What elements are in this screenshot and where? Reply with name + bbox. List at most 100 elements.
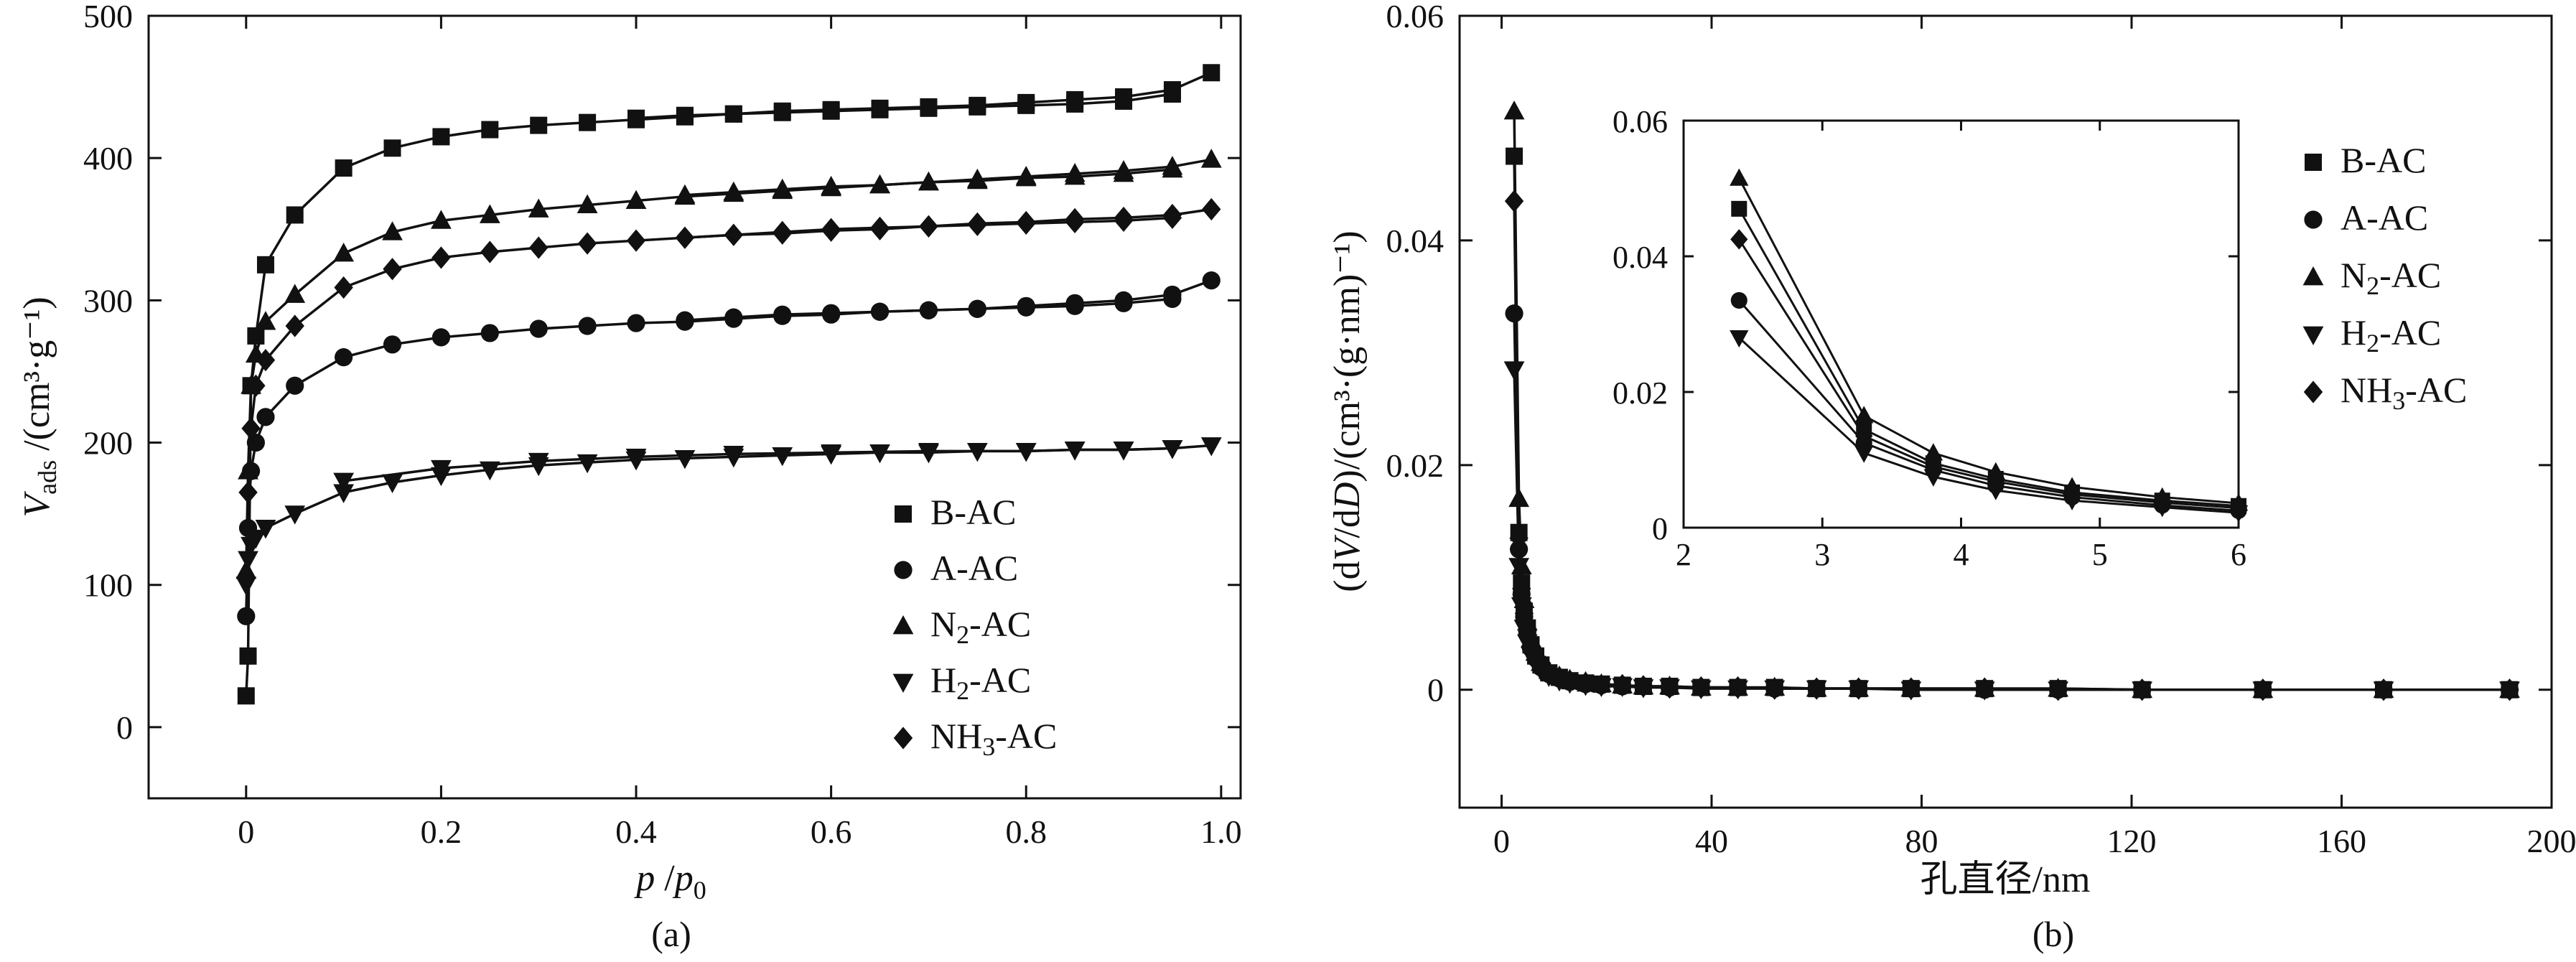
legend-marker xyxy=(2302,326,2324,345)
data-point xyxy=(1730,229,1748,250)
x-tick-label: 40 xyxy=(1695,823,1728,859)
panel-b-legend: B-AC A-AC N2-AC H2-AC NH3-AC xyxy=(2302,140,2467,415)
legend-item: B-AC xyxy=(2305,140,2426,180)
series-NH₃-AC xyxy=(1504,190,2519,701)
data-point xyxy=(256,256,274,274)
data-point xyxy=(2374,678,2394,701)
data-point xyxy=(968,299,986,318)
data-point xyxy=(333,472,355,492)
data-point xyxy=(579,113,597,131)
panel-b-ylabel-p3: )/(cm³·(g·nm)⁻¹) xyxy=(1327,230,1368,482)
x-tick-label: 3 xyxy=(1814,537,1830,572)
panel-a-legend: B-AC A-AC N2-AC H2-AC NH3-AC xyxy=(892,492,1057,761)
data-point xyxy=(918,171,939,191)
data-point xyxy=(2153,492,2171,513)
data-point xyxy=(1065,207,1085,230)
panel-b-ylabel-d: D xyxy=(1327,482,1368,510)
data-point xyxy=(919,215,938,238)
data-point xyxy=(577,194,598,213)
data-point xyxy=(1017,210,1036,233)
y-tick-label: 400 xyxy=(83,140,133,177)
data-point xyxy=(481,121,499,139)
data-point xyxy=(529,236,549,259)
legend-marker xyxy=(895,505,912,523)
legend-item: N2-AC xyxy=(892,604,1031,649)
data-point xyxy=(286,376,304,395)
data-point xyxy=(1113,160,1134,179)
data-point xyxy=(675,226,695,249)
data-point xyxy=(821,218,841,240)
panel-a-ylabel-sub: ads xyxy=(33,460,62,495)
x-tick-label: 200 xyxy=(2527,823,2576,859)
panel-a-ylabel-v: V xyxy=(17,491,57,518)
data-point xyxy=(724,105,742,123)
panel-b-ylabel: (dV/dD)/(cm³·(g·nm)⁻¹) xyxy=(1327,230,1368,592)
data-point xyxy=(241,417,261,440)
data-point xyxy=(1730,168,1749,186)
data-point xyxy=(1508,558,1530,577)
data-point xyxy=(528,198,549,218)
data-point xyxy=(256,349,276,372)
legend-marker xyxy=(892,673,914,693)
panel-b-xlabel: 孔直径/nm xyxy=(1921,859,2091,900)
data-point xyxy=(255,520,276,539)
data-point xyxy=(723,448,745,468)
legend-marker xyxy=(2305,154,2322,171)
data-point xyxy=(772,447,793,467)
data-point xyxy=(333,484,355,503)
data-point xyxy=(2253,678,2273,701)
data-point xyxy=(237,687,255,705)
legend-label: A-AC xyxy=(2341,197,2428,238)
legend-label: H2-AC xyxy=(930,660,1031,705)
x-tick-label: 1.0 xyxy=(1200,813,1242,850)
data-point xyxy=(966,168,988,188)
data-point xyxy=(1203,64,1221,82)
data-point xyxy=(1503,100,1525,120)
data-point xyxy=(1200,437,1222,457)
series-H₂-AC xyxy=(235,437,1222,596)
data-point xyxy=(1202,271,1221,290)
legend-marker xyxy=(892,615,914,635)
data-point xyxy=(1765,677,1784,700)
data-point xyxy=(1200,149,1222,168)
data-point xyxy=(1113,442,1134,461)
data-point xyxy=(1202,197,1221,221)
data-point xyxy=(1560,669,1579,692)
data-point xyxy=(1539,661,1559,684)
panel-a: 0 0.2 0.4 0.6 0.8 1.0 0 100 200 300 400 500 B-AC A-A… xyxy=(17,0,1242,954)
data-point xyxy=(724,223,744,246)
data-point xyxy=(1162,203,1182,227)
data-point xyxy=(1114,206,1134,230)
data-point xyxy=(919,301,938,319)
data-point xyxy=(431,210,452,229)
data-point xyxy=(869,444,890,464)
data-point xyxy=(2048,678,2068,701)
data-point xyxy=(479,461,500,481)
panel-b-series xyxy=(1503,100,2520,701)
data-point xyxy=(1531,655,1551,678)
data-point xyxy=(1162,440,1183,459)
data-point xyxy=(236,566,256,589)
data-point xyxy=(1987,471,2005,492)
data-point xyxy=(1163,285,1182,304)
y-tick-label: 100 xyxy=(83,567,133,604)
data-point xyxy=(1064,442,1086,461)
data-point xyxy=(237,607,256,625)
data-point xyxy=(920,98,938,116)
data-point xyxy=(625,190,647,210)
data-point xyxy=(1065,294,1084,312)
data-point xyxy=(335,348,353,367)
data-point xyxy=(1660,676,1679,699)
data-point xyxy=(1509,526,1529,550)
data-point xyxy=(528,457,549,477)
data-point xyxy=(821,446,842,465)
data-point xyxy=(1163,81,1181,99)
x-tick-label: 80 xyxy=(1905,823,1938,859)
data-point xyxy=(285,314,304,337)
data-point xyxy=(577,454,598,474)
panel-a-caption: (a) xyxy=(651,914,691,954)
series-B-AC xyxy=(237,64,1221,705)
data-point xyxy=(676,312,694,331)
data-point xyxy=(676,108,694,126)
data-point xyxy=(1901,677,1921,700)
